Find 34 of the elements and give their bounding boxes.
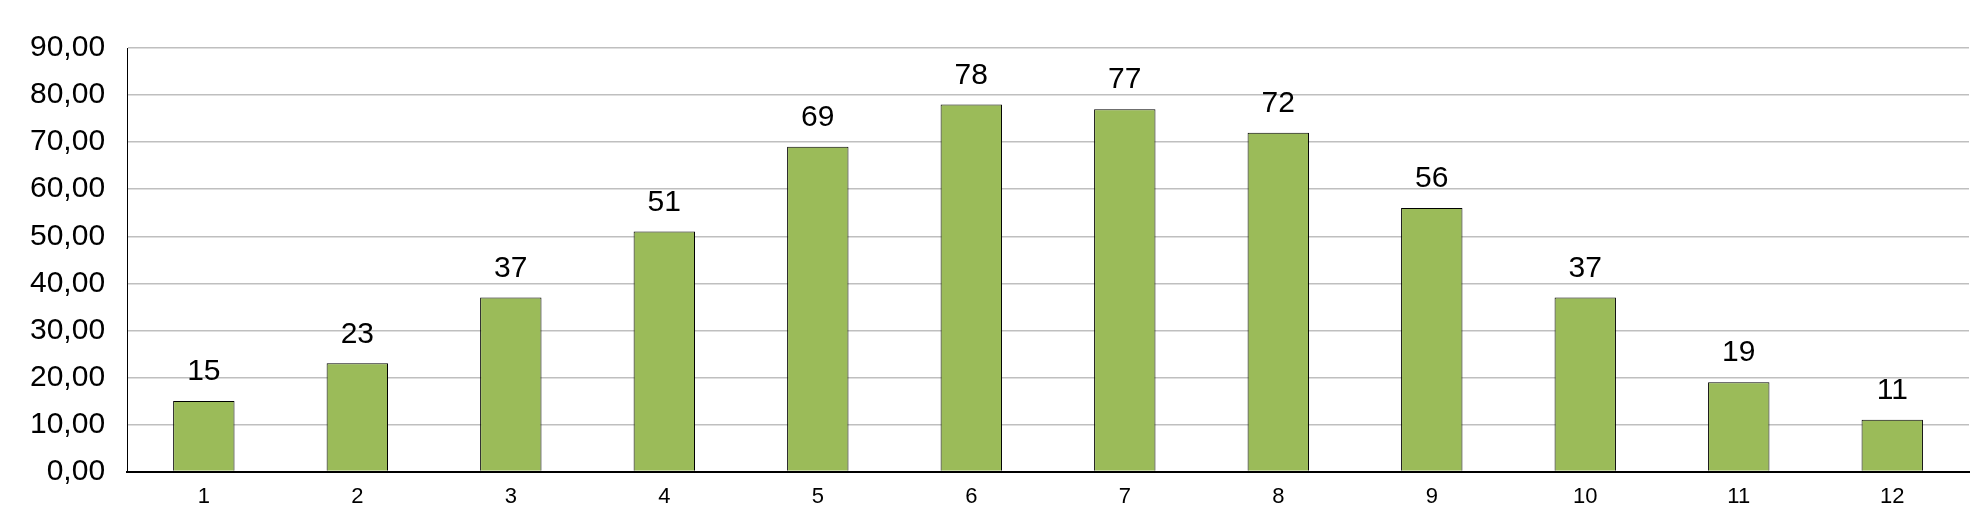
- data-label: 37: [494, 249, 528, 283]
- x-tick-label: 3: [504, 482, 517, 508]
- y-tick-label: 90,00: [30, 29, 106, 63]
- data-label: 19: [1722, 334, 1756, 368]
- x-tick-label: 6: [965, 482, 978, 508]
- data-label: 56: [1415, 160, 1449, 194]
- y-tick-label: 60,00: [30, 170, 106, 204]
- y-tick-label: 20,00: [30, 358, 106, 392]
- x-tick-label: 1: [197, 482, 210, 508]
- data-label: 51: [647, 183, 681, 217]
- x-tick-label: 7: [1118, 482, 1131, 508]
- x-tick-label: 10: [1573, 482, 1598, 508]
- x-tick-label: 12: [1880, 482, 1905, 508]
- x-tick-label: 9: [1425, 482, 1438, 508]
- data-label: 69: [801, 99, 835, 133]
- y-tick-label: 30,00: [30, 311, 106, 345]
- x-tick-label: 2: [351, 482, 364, 508]
- data-label: 78: [954, 56, 988, 90]
- y-tick-label: 10,00: [30, 405, 106, 439]
- x-tick-label: 8: [1272, 482, 1285, 508]
- y-tick-label: 80,00: [30, 76, 106, 110]
- data-label: 77: [1108, 61, 1142, 95]
- data-label: 37: [1568, 249, 1602, 283]
- data-label: 11: [1876, 372, 1908, 406]
- y-tick-label: 70,00: [30, 123, 106, 157]
- x-tick-label: 4: [658, 482, 671, 508]
- x-tick-label: 5: [811, 482, 824, 508]
- y-tick-label: 40,00: [30, 264, 106, 298]
- y-tick-label: 50,00: [30, 217, 106, 251]
- data-label: 15: [187, 353, 221, 387]
- y-tick-label: 0,00: [46, 452, 106, 486]
- data-label: 72: [1261, 84, 1295, 118]
- x-tick-label: 11: [1727, 482, 1751, 508]
- data-label: 23: [340, 315, 374, 349]
